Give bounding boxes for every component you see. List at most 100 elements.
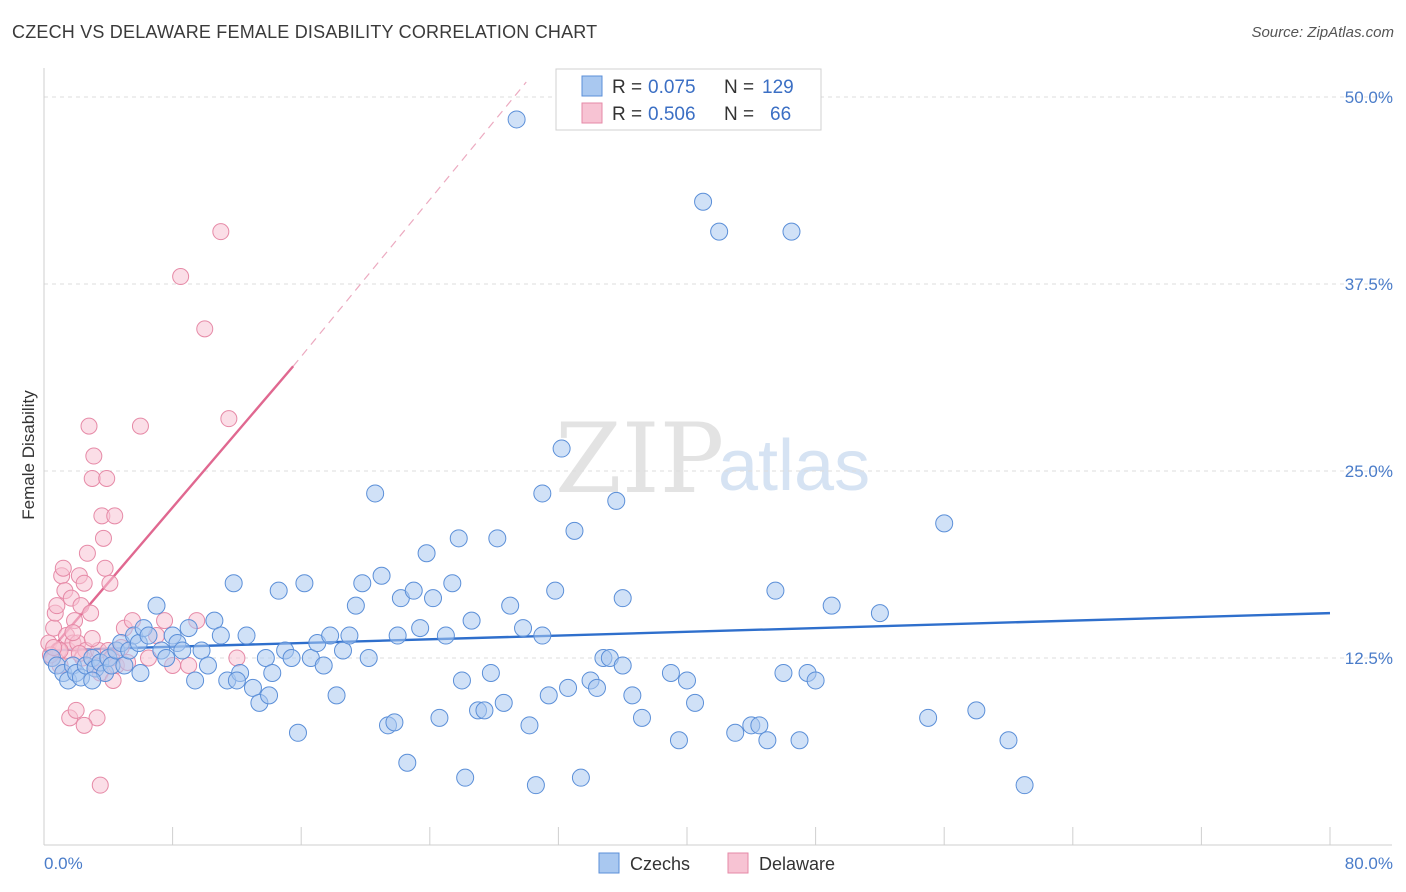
czech-point-99 — [669, 731, 688, 750]
czech-point-57 — [366, 484, 385, 503]
bottom-legend-swatch-delaware — [727, 852, 749, 874]
czech-point-122 — [260, 686, 279, 705]
trend-lines — [43, 81, 1331, 659]
watermark-zip: ZIP — [555, 403, 724, 515]
czech-point-107 — [758, 731, 777, 750]
chart-source: Source: ZipAtlas.com — [1251, 24, 1394, 41]
bottom-legend: Czechs Delaware — [598, 852, 835, 874]
czech-point-37 — [237, 626, 256, 645]
czech-point-115 — [870, 604, 889, 623]
czech-point-79 — [507, 110, 526, 129]
czech-point-81 — [520, 716, 539, 735]
delaware-point-16 — [67, 701, 85, 719]
czech-point-117 — [935, 514, 954, 533]
czech-point-65 — [417, 544, 436, 563]
czech-point-125 — [533, 626, 552, 645]
czech-point-54 — [346, 596, 365, 615]
czech-point-30 — [192, 641, 211, 660]
watermark: ZIP atlas — [555, 403, 870, 515]
czech-point-126 — [613, 656, 632, 675]
czech-point-121 — [227, 671, 246, 690]
czech-point-113 — [806, 671, 825, 690]
czech-point-95 — [613, 589, 632, 608]
legend-swatch-delaware — [581, 102, 603, 124]
y-tick-labels: 12.5% 25.0% 37.5% 50.0% — [1345, 88, 1393, 668]
czech-point-85 — [546, 581, 565, 600]
delaware-point-8 — [54, 559, 72, 577]
y-tick-label-1: 25.0% — [1345, 462, 1393, 481]
czech-point-49 — [314, 656, 333, 675]
czech-point-70 — [449, 529, 468, 548]
czech-point-63 — [404, 581, 423, 600]
czech-point-32 — [205, 611, 224, 630]
czech-point-83 — [533, 484, 552, 503]
czech-point-118 — [967, 701, 986, 720]
delaware-point-35 — [98, 469, 116, 487]
y-tick-label-0: 12.5% — [1345, 649, 1393, 668]
czech-point-111 — [790, 731, 809, 750]
czech-point-28 — [179, 619, 198, 638]
czech-point-41 — [263, 663, 282, 682]
delaware-point-27 — [85, 447, 103, 465]
czech-point-62 — [398, 753, 417, 772]
bottom-legend-swatch-czechs — [598, 852, 620, 874]
czech-point-116 — [919, 708, 938, 727]
czech-point-66 — [424, 589, 443, 608]
czech-point-31 — [198, 656, 217, 675]
y-axis-label: Female Disability — [19, 390, 38, 520]
czech-point-86 — [552, 439, 571, 458]
legend-r-value-delaware: 0.506 — [648, 104, 696, 125]
czech-point-42 — [269, 581, 288, 600]
czech-point-98 — [661, 663, 680, 682]
czech-point-108 — [766, 581, 785, 600]
delaware-point-44 — [131, 417, 149, 435]
czech-point-72 — [462, 611, 481, 630]
delaware-point-50 — [180, 656, 198, 674]
legend-r-value-czechs: 0.075 — [648, 77, 696, 98]
czech-point-88 — [565, 521, 584, 540]
delaware-point-56 — [75, 716, 93, 734]
czech-point-74 — [475, 701, 494, 720]
czech-point-21 — [139, 626, 158, 645]
delaware-point-52 — [196, 320, 214, 338]
czech-point-76 — [488, 529, 507, 548]
czech-point-29 — [186, 671, 205, 690]
series-czechs — [43, 110, 1034, 795]
czech-point-114 — [822, 596, 841, 615]
czech-point-91 — [587, 678, 606, 697]
czech-point-120 — [1015, 776, 1034, 795]
czech-point-50 — [321, 626, 340, 645]
czech-point-22 — [147, 596, 166, 615]
czech-point-58 — [372, 566, 391, 585]
bottom-legend-label-czechs: Czechs — [630, 854, 690, 874]
czech-point-40 — [256, 649, 275, 667]
delaware-point-61 — [64, 624, 82, 642]
czech-point-16 — [115, 656, 134, 675]
czech-point-27 — [173, 641, 192, 660]
czech-point-46 — [295, 574, 314, 593]
czech-point-82 — [526, 776, 545, 795]
czech-point-123 — [388, 626, 407, 645]
czech-point-64 — [411, 619, 430, 638]
delaware-point-29 — [88, 709, 106, 727]
delaware-point-34 — [96, 559, 114, 577]
czech-point-33 — [211, 626, 230, 645]
delaware-point-57 — [91, 776, 109, 794]
x-tick-labels: 0.0% 80.0% — [44, 854, 1393, 873]
trend-line-delaware-extended — [292, 81, 527, 367]
legend-n-label-delaware: N = — [724, 104, 754, 125]
y-tick-label-3: 50.0% — [1345, 88, 1393, 107]
czech-point-100 — [678, 671, 696, 690]
czech-point-77 — [494, 693, 513, 712]
legend-r-label-delaware: R = — [612, 104, 642, 125]
czech-point-51 — [327, 686, 346, 705]
axes — [43, 68, 1392, 846]
czech-point-106 — [750, 716, 769, 735]
czech-point-127 — [83, 671, 102, 690]
legend-n-label-czechs: N = — [724, 77, 754, 98]
delaware-point-23 — [78, 544, 96, 562]
czech-point-96 — [623, 686, 642, 705]
series-delaware — [40, 223, 246, 794]
czech-point-89 — [571, 768, 590, 787]
